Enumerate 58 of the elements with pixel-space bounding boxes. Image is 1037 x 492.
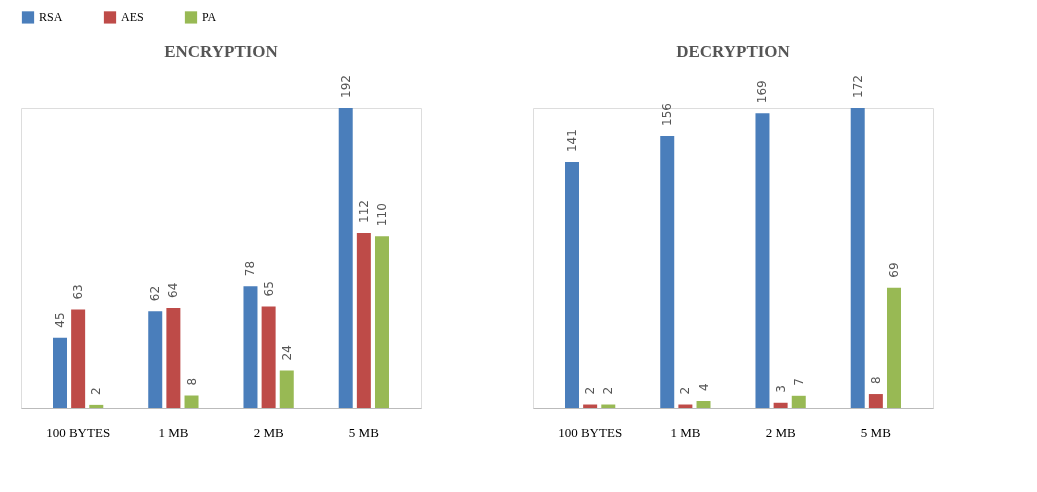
bar — [791, 395, 806, 408]
bar — [696, 401, 711, 408]
bar — [887, 287, 901, 408]
x-tick-label: 100 BYTES — [558, 424, 623, 440]
data-label: 7 — [791, 378, 806, 386]
data-label: 2 — [583, 386, 598, 395]
data-label: 65 — [261, 281, 276, 297]
x-tick-label: 1 MB — [670, 424, 701, 440]
data-label: 63 — [71, 284, 86, 300]
x-tick-label: 2 MB — [765, 424, 796, 440]
data-label: 62 — [148, 285, 163, 302]
data-label: 3 — [773, 385, 788, 393]
bar — [868, 394, 883, 408]
data-label: 172 — [850, 75, 865, 98]
data-label: 2 — [678, 386, 693, 395]
x-tick-label: 2 MB — [253, 424, 284, 440]
bar — [660, 135, 675, 408]
legend-label: PA — [202, 10, 217, 25]
bar — [338, 108, 353, 408]
bar — [53, 337, 67, 408]
legend-label: RSA — [39, 10, 63, 25]
data-label: 110 — [375, 203, 389, 227]
x-tick-label: 5 MB — [348, 424, 380, 440]
bar — [243, 286, 258, 408]
bar — [755, 113, 770, 408]
data-label: 4 — [696, 383, 711, 392]
data-label: 78 — [243, 260, 258, 277]
data-label: 69 — [887, 262, 901, 278]
data-label: 141 — [565, 129, 579, 153]
bar — [71, 309, 86, 408]
legend-label: AES — [121, 10, 144, 25]
data-label: 192 — [338, 75, 353, 98]
x-tick-label: 1 MB — [158, 424, 189, 440]
bar — [850, 108, 865, 408]
data-label: 8 — [868, 376, 883, 385]
bar — [565, 162, 579, 408]
data-label: 2 — [89, 387, 104, 395]
data-label: 156 — [660, 103, 675, 126]
bar — [773, 402, 788, 408]
bar — [89, 404, 104, 408]
chart-title: ENCRYPTION — [164, 42, 279, 62]
x-tick-label: 100 BYTES — [46, 424, 111, 440]
data-label: 45 — [53, 312, 67, 328]
x-tick-label: 5 MB — [860, 424, 892, 440]
data-label: 169 — [755, 80, 770, 104]
bar — [375, 236, 389, 408]
bar — [279, 370, 294, 408]
data-label: 112 — [356, 200, 371, 223]
bar — [184, 395, 199, 408]
data-label: 64 — [166, 282, 181, 298]
chart-title: DECRYPTION — [676, 42, 791, 62]
data-label: 2 — [601, 386, 616, 395]
data-label: 8 — [184, 377, 199, 386]
bar — [356, 233, 371, 408]
bar — [166, 308, 181, 408]
data-label: 24 — [279, 345, 294, 361]
bar — [261, 306, 276, 408]
bar — [148, 311, 163, 408]
